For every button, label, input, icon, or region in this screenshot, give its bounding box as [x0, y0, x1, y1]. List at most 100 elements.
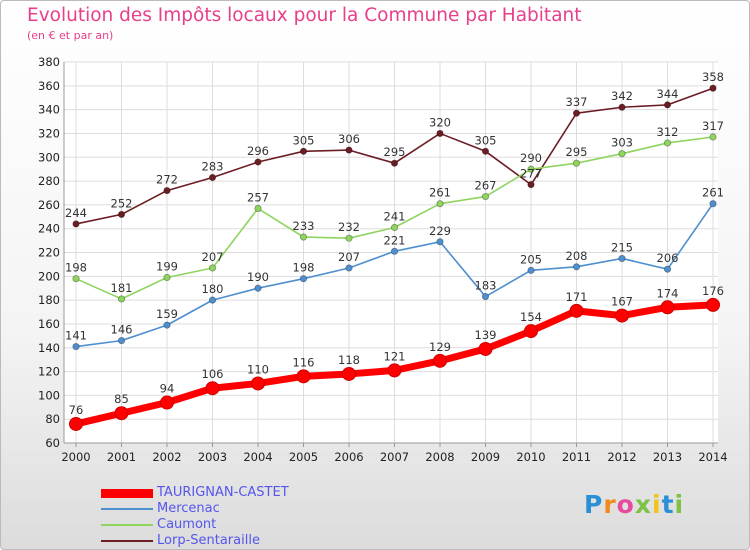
data-label-lorp-sentaraille: 252 [111, 196, 133, 210]
data-label-mercenac: 205 [520, 252, 542, 266]
y-tick-label: 280 [38, 174, 60, 188]
data-point-caumont [481, 192, 490, 201]
y-tick-label: 320 [38, 126, 60, 140]
logo-letter: r [603, 490, 617, 519]
data-point-lorp-sentaraille [299, 147, 308, 155]
data-point-caumont [390, 223, 399, 232]
data-point-taurignan-castet [478, 341, 493, 356]
data-point-lorp-sentaraille [481, 147, 490, 155]
data-point-caumont [117, 295, 126, 303]
data-label-caumont: 198 [65, 261, 87, 275]
y-tick-label: 200 [38, 269, 60, 283]
data-label-lorp-sentaraille: 305 [293, 133, 315, 147]
data-label-caumont: 317 [702, 119, 724, 133]
y-tick-label: 140 [38, 341, 60, 355]
data-label-caumont: 181 [111, 281, 133, 295]
data-label-taurignan-castet: 129 [429, 340, 451, 354]
data-label-caumont: 232 [338, 220, 360, 234]
data-label-taurignan-castet: 116 [293, 355, 315, 369]
data-label-taurignan-castet: 174 [657, 286, 679, 300]
data-label-caumont: 241 [384, 209, 406, 223]
y-tick-label: 360 [38, 79, 60, 93]
chart-title: Evolution des Impôts locaux pour la Comm… [27, 5, 582, 26]
data-point-lorp-sentaraille [72, 220, 80, 228]
data-point-caumont [299, 233, 308, 241]
data-point-caumont [572, 159, 581, 167]
data-label-caumont: 267 [475, 179, 497, 193]
x-tick-label: 2007 [380, 450, 409, 464]
legend-item-caumont: Caumont [101, 517, 289, 533]
data-point-taurignan-castet [251, 376, 265, 391]
data-point-taurignan-castet [114, 406, 129, 421]
x-tick-label: 2004 [243, 450, 272, 464]
data-label-lorp-sentaraille: 283 [202, 159, 224, 173]
data-label-caumont: 233 [293, 219, 315, 233]
data-label-lorp-sentaraille: 306 [338, 132, 360, 146]
data-point-lorp-sentaraille [345, 146, 353, 154]
data-point-caumont [436, 200, 444, 208]
axis-layer: 60 80 100 120 140 160 180 200 220 240 260 280 300 320… [38, 55, 728, 464]
data-point-lorp-sentaraille [436, 129, 444, 138]
data-label-mercenac: 206 [657, 251, 679, 265]
x-tick-label: 2001 [107, 450, 136, 464]
data-label-taurignan-castet: 154 [520, 310, 542, 324]
legend-label: TAURIGNAN-CASTET [157, 485, 289, 500]
y-tick-label: 380 [38, 55, 60, 69]
data-label-mercenac: 215 [611, 240, 633, 254]
data-point-caumont [663, 139, 672, 147]
y-tick-label: 180 [38, 293, 60, 307]
series-layer [69, 84, 720, 431]
data-point-mercenac [390, 247, 399, 255]
data-point-taurignan-castet [69, 416, 83, 431]
data-point-lorp-sentaraille [390, 159, 399, 167]
x-tick-label: 2000 [61, 450, 90, 464]
data-label-lorp-sentaraille: 337 [566, 95, 588, 109]
data-point-caumont [345, 234, 353, 242]
y-tick-label: 240 [38, 222, 60, 236]
legend: TAURIGNAN-CASTET Mercenac Caumont Lorp-Sent… [101, 485, 289, 549]
data-label-mercenac: 190 [247, 270, 269, 284]
data-label-taurignan-castet: 85 [114, 392, 129, 406]
chart-subtitle: (en € et par an) [27, 29, 114, 42]
data-label-lorp-sentaraille: 305 [475, 133, 497, 147]
y-tick-label: 300 [38, 150, 60, 164]
y-tick-label: 60 [45, 436, 60, 450]
data-point-lorp-sentaraille [163, 186, 171, 195]
y-tick-label: 80 [45, 412, 60, 426]
y-tick-label: 220 [38, 246, 60, 260]
data-label-mercenac: 141 [65, 329, 87, 343]
data-label-taurignan-castet: 118 [338, 353, 360, 367]
data-label-mercenac: 180 [202, 282, 224, 296]
data-point-lorp-sentaraille [254, 158, 262, 166]
x-tick-label: 2009 [471, 450, 500, 464]
data-point-caumont [527, 165, 535, 173]
data-label-caumont: 290 [520, 151, 542, 165]
data-point-lorp-sentaraille [527, 181, 535, 189]
data-label-caumont: 295 [566, 145, 588, 159]
data-label-taurignan-castet: 176 [702, 284, 724, 298]
data-point-mercenac [481, 292, 490, 301]
data-point-taurignan-castet [524, 324, 538, 339]
data-point-caumont [72, 275, 80, 283]
data-point-mercenac [117, 337, 126, 345]
data-label-mercenac: 207 [338, 250, 360, 264]
data-point-caumont [208, 264, 217, 272]
data-label-caumont: 312 [657, 125, 679, 139]
data-point-taurignan-castet [160, 395, 174, 410]
x-tick-label: 2008 [425, 450, 454, 464]
data-point-taurignan-castet [342, 366, 356, 381]
data-point-caumont [709, 133, 717, 141]
data-point-mercenac [299, 275, 308, 283]
data-label-caumont: 303 [611, 136, 633, 150]
data-label-mercenac: 229 [429, 224, 451, 238]
data-point-caumont [254, 204, 262, 213]
data-point-lorp-sentaraille [663, 101, 672, 109]
x-tick-label: 2003 [198, 450, 227, 464]
data-label-mercenac: 261 [702, 186, 724, 200]
x-tick-label: 2012 [607, 450, 636, 464]
logo-letter: i [652, 490, 662, 519]
data-label-taurignan-castet: 167 [611, 295, 633, 309]
legend-swatch [101, 488, 153, 498]
data-point-caumont [163, 273, 171, 282]
data-label-mercenac: 159 [156, 307, 178, 321]
